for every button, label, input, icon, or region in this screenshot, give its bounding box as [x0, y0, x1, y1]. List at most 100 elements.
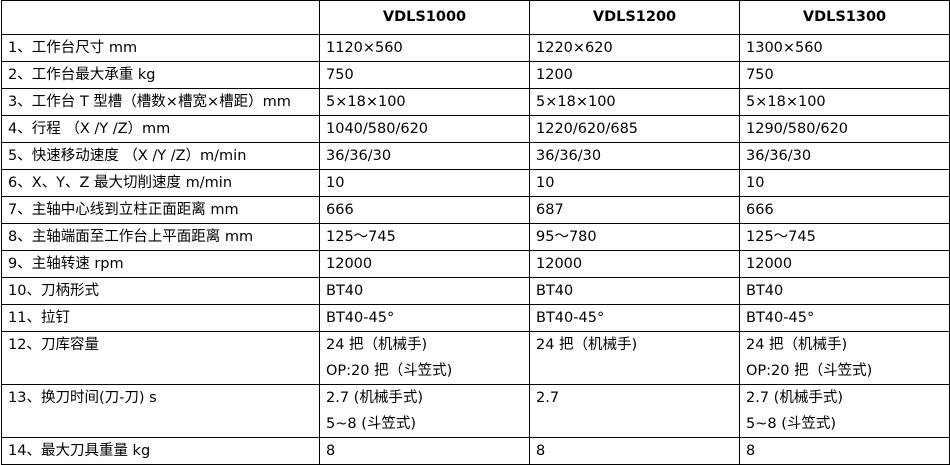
cell: BT40-45°	[529, 304, 740, 332]
cell: 5×18×100	[319, 88, 530, 116]
cell-text: 1290/580/620	[746, 121, 849, 137]
cell: 10	[529, 169, 740, 197]
cell: 2.7 (机械手式) 5~8 (斗笠式)	[319, 384, 530, 438]
cell-text: BT40	[326, 283, 364, 299]
cell: 12000	[739, 250, 950, 278]
cell-text: 1040/580/620	[326, 121, 429, 137]
cell-text: 7、主轴中心线到立柱正面距离 mm	[8, 202, 239, 218]
row-label: 9、主轴转速 rpm	[1, 250, 320, 278]
cell-text: BT40-45°	[326, 310, 395, 326]
cell-text: 1300×560	[746, 40, 823, 56]
cell-text: 8、主轴端面至工作台上平面距离 mm	[8, 229, 254, 245]
cell-text: 687	[536, 202, 564, 218]
table-row: 7、主轴中心线到立柱正面距离 mm 666 687 666	[1, 196, 950, 224]
cell-line: 5~8 (斗笠式)	[326, 416, 417, 432]
column-header: VDLS1300	[739, 0, 950, 35]
cell-line: 2.7 (机械手式)	[326, 390, 423, 406]
cell-line: 24 把（机械手)	[746, 337, 848, 353]
cell: 1040/580/620	[319, 115, 530, 143]
row-label: 13、换刀时间(刀-刀) s	[1, 384, 320, 438]
table-row: 3、工作台 T 型槽（槽数×槽宽×槽距）mm 5×18×100 5×18×100 5×…	[1, 88, 950, 116]
table-row: 12、刀库容量 24 把（机械手) OP:20 把（斗笠式) 24 把（机械手) 24 …	[1, 331, 950, 385]
cell: 36/36/30	[319, 142, 530, 170]
row-label: 12、刀库容量	[1, 331, 320, 385]
cell-text: 14、最大刀具重量 kg	[8, 443, 151, 459]
cell-text: 5×18×100	[326, 94, 406, 110]
row-label: 3、工作台 T 型槽（槽数×槽宽×槽距）mm	[1, 88, 320, 116]
cell-text: 36/36/30	[326, 148, 392, 164]
cell-text: 1220/620/685	[536, 121, 639, 137]
cell-text: 12000	[746, 256, 793, 272]
table-row: 1、工作台尺寸 mm 1120×560 1220×620 1300×560	[1, 34, 950, 62]
cell-text: 95～780	[536, 229, 597, 245]
cell-text: 5×18×100	[536, 94, 616, 110]
cell-text: 8	[746, 443, 756, 459]
table-row: 5、快速移动速度 （X /Y /Z）m/min 36/36/30 36/36/30 3…	[1, 142, 950, 170]
table-row: 8、主轴端面至工作台上平面距离 mm 125～745 95～780 125～745	[1, 223, 950, 251]
cell: BT40-45°	[739, 304, 950, 332]
header-row: VDLS1000 VDLS1200 VDLS1300	[1, 0, 950, 35]
cell: 1290/580/620	[739, 115, 950, 143]
cell: 687	[529, 196, 740, 224]
cell: BT40	[529, 277, 740, 305]
column-header: VDLS1200	[529, 0, 740, 35]
cell-text: BT40-45°	[746, 310, 815, 326]
row-label: 10、刀柄形式	[1, 277, 320, 305]
cell-text: 750	[746, 67, 774, 83]
cell: BT40	[319, 277, 530, 305]
cell-text: 750	[326, 67, 354, 83]
cell-text: 6、X、Y、Z 最大切削速度 m/min	[8, 175, 233, 191]
row-label: 2、工作台最大承重 kg	[1, 61, 320, 89]
cell-text: 125～745	[746, 229, 816, 245]
cell: 5×18×100	[739, 88, 950, 116]
table-row: 9、主轴转速 rpm 12000 12000 12000	[1, 250, 950, 278]
cell: 24 把（机械手) OP:20 把（斗笠式)	[319, 331, 530, 385]
row-label: 14、最大刀具重量 kg	[1, 437, 320, 465]
cell: 8	[529, 437, 740, 465]
cell: 5×18×100	[529, 88, 740, 116]
cell: 1220×620	[529, 34, 740, 62]
cell-text: 10	[326, 175, 345, 191]
table-row: 11、拉钉 BT40-45° BT40-45° BT40-45°	[1, 304, 950, 332]
cell-text: 666	[326, 202, 354, 218]
table-row: 13、换刀时间(刀-刀) s 2.7 (机械手式) 5~8 (斗笠式) 2.7 2.7 …	[1, 384, 950, 438]
cell-line: 5~8 (斗笠式)	[746, 416, 837, 432]
cell: 666	[739, 196, 950, 224]
cell: BT40	[739, 277, 950, 305]
cell: 12000	[319, 250, 530, 278]
cell: 750	[739, 61, 950, 89]
cell: BT40-45°	[319, 304, 530, 332]
cell-text: 5、快速移动速度 （X /Y /Z）m/min	[8, 148, 247, 164]
column-header: VDLS1000	[319, 0, 530, 35]
cell: 36/36/30	[529, 142, 740, 170]
cell: 8	[739, 437, 950, 465]
cell: 750	[319, 61, 530, 89]
cell-line: 2.7 (机械手式)	[746, 390, 843, 406]
cell-text: 666	[746, 202, 774, 218]
table-row: 14、最大刀具重量 kg 8 8 8	[1, 437, 950, 465]
cell-text: 4、行程 （X /Y /Z）mm	[8, 121, 171, 137]
cell-text: 10、刀柄形式	[8, 283, 99, 299]
row-label: 1、工作台尺寸 mm	[1, 34, 320, 62]
cell-line: OP:20 把（斗笠式)	[326, 363, 453, 379]
cell: 2.7	[529, 384, 740, 438]
cell: 666	[319, 196, 530, 224]
cell-text: 125～745	[326, 229, 396, 245]
cell: 24 把（机械手) OP:20 把（斗笠式)	[739, 331, 950, 385]
cell-text: 8	[536, 443, 546, 459]
cell-text: 5×18×100	[746, 94, 826, 110]
cell-text: 1220×620	[536, 40, 613, 56]
cell-text: 2、工作台最大承重 kg	[8, 67, 156, 83]
table-row: 2、工作台最大承重 kg 750 1200 750	[1, 61, 950, 89]
cell-text: BT40	[536, 283, 574, 299]
table-row: 10、刀柄形式 BT40 BT40 BT40	[1, 277, 950, 305]
cell-text: 11、拉钉	[8, 310, 70, 326]
cell: 10	[739, 169, 950, 197]
cell-text: 12、刀库容量	[8, 337, 99, 353]
cell: 1220/620/685	[529, 115, 740, 143]
cell-text: 36/36/30	[746, 148, 812, 164]
cell: 8	[319, 437, 530, 465]
corner-cell	[1, 0, 320, 35]
cell: 2.7 (机械手式) 5~8 (斗笠式)	[739, 384, 950, 438]
cell: 10	[319, 169, 530, 197]
